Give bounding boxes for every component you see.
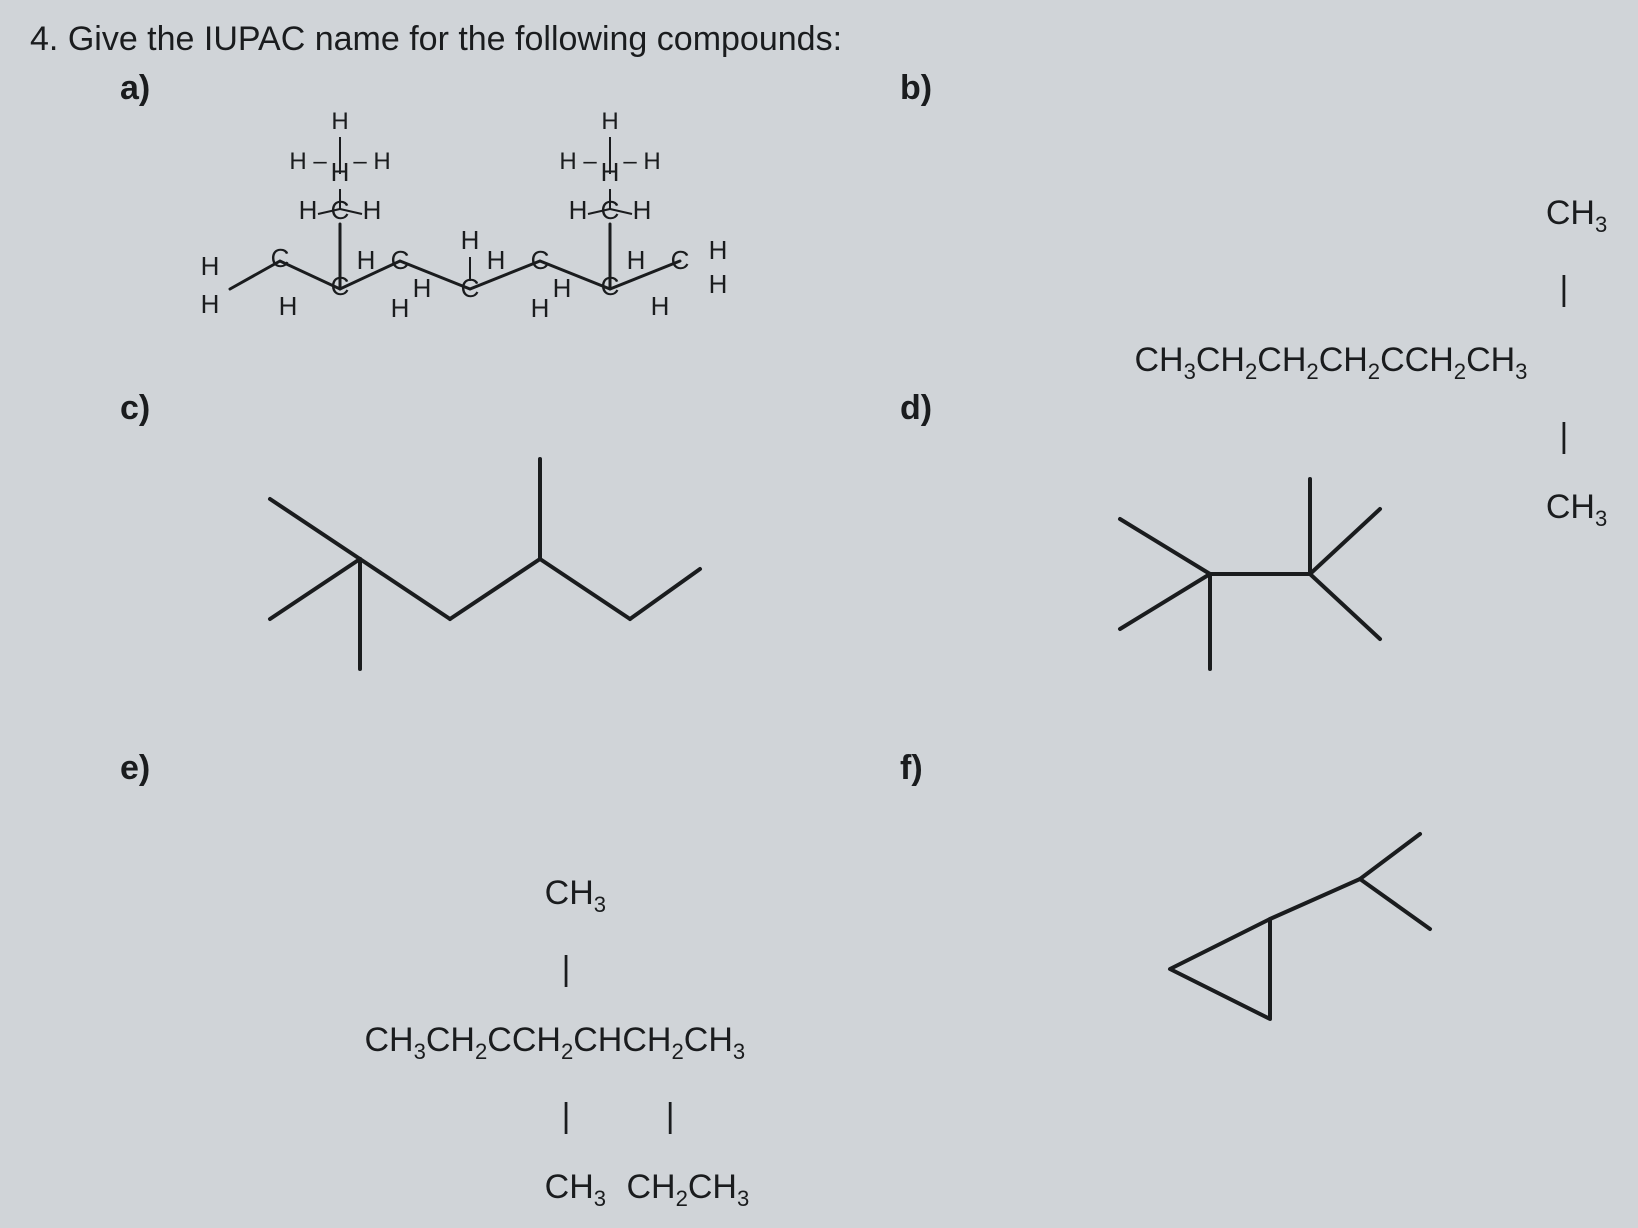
svg-text:H: H [487, 245, 506, 275]
structure-a: H H C H C H C H H H [190, 69, 840, 369]
svg-text:H: H [413, 273, 432, 303]
part-b: b) CH3 | CH3CH2CH2CH2CCH2CH3 | CH3 [900, 69, 1620, 369]
part-c: c) [120, 389, 840, 719]
svg-text:H: H [531, 293, 550, 323]
svg-text:H: H [601, 108, 618, 135]
svg-text:H –: H – [289, 148, 327, 175]
svg-text:H: H [391, 293, 410, 323]
question-title: 4. Give the IUPAC name for the following… [30, 20, 1608, 59]
svg-text:H: H [279, 291, 298, 321]
part-label-f: f) [900, 749, 923, 788]
svg-text:H: H [201, 251, 220, 281]
svg-text:C: C [531, 245, 550, 275]
part-a: a) H [120, 69, 840, 369]
part-label-e: e) [120, 749, 150, 788]
svg-text:|: | [607, 148, 613, 175]
part-label-d: d) [900, 389, 932, 428]
svg-text:H: H [201, 289, 220, 319]
part-label-b: b) [900, 69, 932, 108]
svg-text:C: C [331, 271, 350, 301]
svg-text:– H: – H [353, 148, 390, 175]
svg-text:C: C [391, 245, 410, 275]
svg-text:H: H [357, 245, 376, 275]
question-number: 4. [30, 20, 58, 58]
part-e: e) CH3 | CH3CH2CCH2CHCH2CH3 || CH3CH2CH3 [120, 749, 840, 1049]
svg-text:H: H [569, 195, 588, 225]
svg-text:H: H [299, 195, 318, 225]
svg-text:H –: H – [559, 148, 597, 175]
svg-text:H: H [331, 108, 348, 135]
svg-text:H: H [709, 235, 728, 265]
svg-text:H: H [461, 225, 480, 255]
svg-text:H: H [553, 273, 572, 303]
compounds-grid: a) H [30, 69, 1608, 1219]
structure-c [240, 419, 740, 719]
structure-e: CH3 | CH3CH2CCH2CHCH2CH3 || CH3CH2CH3 [270, 769, 749, 1228]
structure-d [1080, 419, 1500, 719]
svg-text:H: H [651, 291, 670, 321]
svg-text:H: H [363, 195, 382, 225]
question-text: Give the IUPAC name for the following co… [68, 20, 842, 58]
part-label-a: a) [120, 69, 150, 108]
svg-text:C: C [671, 245, 690, 275]
svg-text:|: | [337, 148, 343, 175]
svg-text:H: H [627, 245, 646, 275]
svg-text:C: C [601, 271, 620, 301]
svg-text:– H: – H [623, 148, 660, 175]
svg-text:H: H [633, 195, 652, 225]
part-label-c: c) [120, 389, 150, 428]
svg-text:H: H [709, 269, 728, 299]
part-d: d) [900, 389, 1620, 719]
structure-f [1080, 779, 1500, 1079]
svg-text:C: C [271, 243, 290, 273]
part-f: f) [900, 749, 1620, 1049]
